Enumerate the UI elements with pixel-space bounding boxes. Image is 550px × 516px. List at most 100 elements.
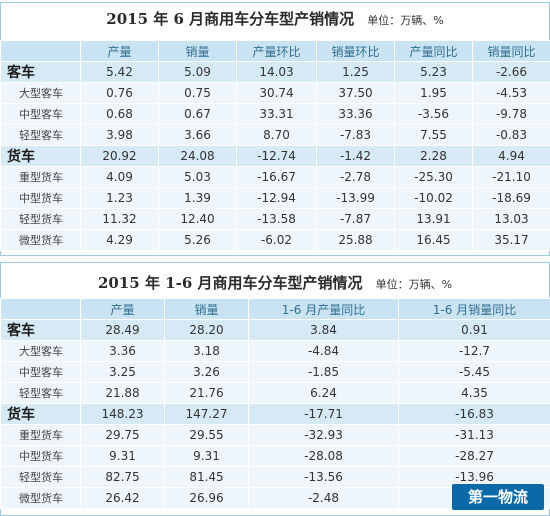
table2-row: 重型货车 29.75 29.55 -32.93 -31.13	[0, 424, 550, 446]
table2-row: 大型客车 3.36 3.18 -4.84 -12.7	[0, 340, 550, 362]
table2-row: 客车 28.49 28.20 3.84 0.91	[0, 319, 550, 341]
table1-row-label: 微型货车	[0, 229, 81, 251]
table2-cell: -12.7	[398, 340, 550, 362]
table1-row: 重型货车 4.09 5.03 -16.67 -2.78 -25.30 -21.10	[0, 166, 550, 188]
table2-header-cell: 产量	[80, 298, 165, 320]
table1-header-cell: 产量同比	[394, 40, 473, 62]
table2-header-row: 产量 销量 1-6 月产量同比 1-6 月销量同比	[0, 298, 550, 320]
table1-row-label: 客车	[0, 61, 81, 83]
table1-cell: 33.31	[236, 103, 317, 125]
table2: 产量 销量 1-6 月产量同比 1-6 月销量同比 客车 28.49 28.20 3.84 0.…	[0, 298, 550, 509]
table1-cell: 1.23	[80, 187, 159, 209]
table1-cell: 5.03	[158, 166, 237, 188]
table2-cell: 0.91	[398, 319, 550, 341]
table1-row: 客车 5.42 5.09 14.03 1.25 5.23 -2.66	[0, 61, 550, 83]
table1-cell: -13.99	[316, 187, 395, 209]
table1-cell: -16.67	[236, 166, 317, 188]
table1-cell: 3.98	[80, 124, 159, 146]
table1-cell: -6.02	[236, 229, 317, 251]
table2-cell: 81.45	[164, 466, 249, 488]
table1-row: 中型货车 1.23 1.39 -12.94 -13.99 -10.02 -18.69	[0, 187, 550, 209]
table2-header-cell	[0, 298, 81, 320]
table1-cell: 24.08	[158, 145, 237, 167]
table2-row-label: 中型货车	[0, 445, 81, 467]
table1-cell: -21.10	[472, 166, 550, 188]
table1-cell: 0.75	[158, 82, 237, 104]
table1-cell: 30.74	[236, 82, 317, 104]
table1-cell: 3.66	[158, 124, 237, 146]
table1-row: 微型货车 4.29 5.26 -6.02 25.88 16.45 35.17	[0, 229, 550, 251]
table1-header-cell: 销量	[158, 40, 237, 62]
table2-cell: 3.84	[248, 319, 399, 341]
table1-cell: 33.36	[316, 103, 395, 125]
table1-cell: 5.26	[158, 229, 237, 251]
table1-header-cell: 销量同比	[472, 40, 550, 62]
table1-cell: -4.53	[472, 82, 550, 104]
table1-cell: 13.03	[472, 208, 550, 230]
table2-cell: 6.24	[248, 382, 399, 404]
table1-cell: -1.42	[316, 145, 395, 167]
table2-header-cell: 1-6 月销量同比	[398, 298, 550, 320]
table1-header-cell: 销量环比	[316, 40, 395, 62]
table2-cell: -28.08	[248, 445, 399, 467]
table1-cell: 0.76	[80, 82, 159, 104]
table1-row-label: 轻型客车	[0, 124, 81, 146]
table2-cell: 148.23	[80, 403, 165, 425]
table2-title: 2015 年 1-6 月商用车分车型产销情况	[97, 274, 363, 292]
table2-cell: 28.20	[164, 319, 249, 341]
table2-cell: 21.76	[164, 382, 249, 404]
table1-cell: 14.03	[236, 61, 317, 83]
table2-cell: 147.27	[164, 403, 249, 425]
table1-cell: 5.23	[394, 61, 473, 83]
table2-row-label: 重型货车	[0, 424, 81, 446]
table1-cell: 5.09	[158, 61, 237, 83]
table1-cell: 7.55	[394, 124, 473, 146]
table1-row: 中型客车 0.68 0.67 33.31 33.36 -3.56 -9.78	[0, 103, 550, 125]
table1-cell: 4.94	[472, 145, 550, 167]
table1-cell: 20.92	[80, 145, 159, 167]
table2-row-label: 微型货车	[0, 487, 81, 509]
table1-row: 货车 20.92 24.08 -12.74 -1.42 2.28 4.94	[0, 145, 550, 167]
table1-cell: -9.78	[472, 103, 550, 125]
table2-cell: 29.75	[80, 424, 165, 446]
table1-cell: 5.42	[80, 61, 159, 83]
table1-row: 大型客车 0.76 0.75 30.74 37.50 1.95 -4.53	[0, 82, 550, 104]
watermark-logo: 第一物流	[452, 484, 544, 510]
table1-cell: 4.09	[80, 166, 159, 188]
table1-cell: 25.88	[316, 229, 395, 251]
table2-row-label: 中型客车	[0, 361, 81, 383]
table2-row-label: 轻型货车	[0, 466, 81, 488]
table2-title-row: 2015 年 1-6 月商用车分车型产销情况 单位：万辆、%	[0, 272, 550, 293]
table2-cell: -4.84	[248, 340, 399, 362]
table2-row-label: 货车	[0, 403, 81, 425]
table1-cell: 0.67	[158, 103, 237, 125]
table2-cell: 26.96	[164, 487, 249, 509]
table2-cell: 3.36	[80, 340, 165, 362]
table1: 产量 销量 产量环比 销量环比 产量同比 销量同比 客车 5.42 5.09 14.03 1.25 5…	[0, 40, 550, 251]
table1-cell: 1.39	[158, 187, 237, 209]
table2-cell: 9.31	[80, 445, 165, 467]
table1-cell: 37.50	[316, 82, 395, 104]
table1-row-label: 重型货车	[0, 166, 81, 188]
table2-row: 轻型客车 21.88 21.76 6.24 4.35	[0, 382, 550, 404]
table1-cell: -13.58	[236, 208, 317, 230]
table2-header-cell: 销量	[164, 298, 249, 320]
table2-cell: 26.42	[80, 487, 165, 509]
table1-cell: 13.91	[394, 208, 473, 230]
table1-cell: 1.95	[394, 82, 473, 104]
table1-cell: 16.45	[394, 229, 473, 251]
table1-header-row: 产量 销量 产量环比 销量环比 产量同比 销量同比	[0, 40, 550, 62]
table1-cell: -12.94	[236, 187, 317, 209]
table1-header-cell: 产量环比	[236, 40, 317, 62]
table2-cell: -1.85	[248, 361, 399, 383]
table2-row: 中型货车 9.31 9.31 -28.08 -28.27	[0, 445, 550, 467]
table1-cell: -7.87	[316, 208, 395, 230]
table1-row-label: 大型客车	[0, 82, 81, 104]
table2-cell: -31.13	[398, 424, 550, 446]
table1-row-label: 中型客车	[0, 103, 81, 125]
table1-cell: -3.56	[394, 103, 473, 125]
table1-cell: -2.78	[316, 166, 395, 188]
table1-cell: 11.32	[80, 208, 159, 230]
table2-row-label: 客车	[0, 319, 81, 341]
table1-cell: 0.68	[80, 103, 159, 125]
